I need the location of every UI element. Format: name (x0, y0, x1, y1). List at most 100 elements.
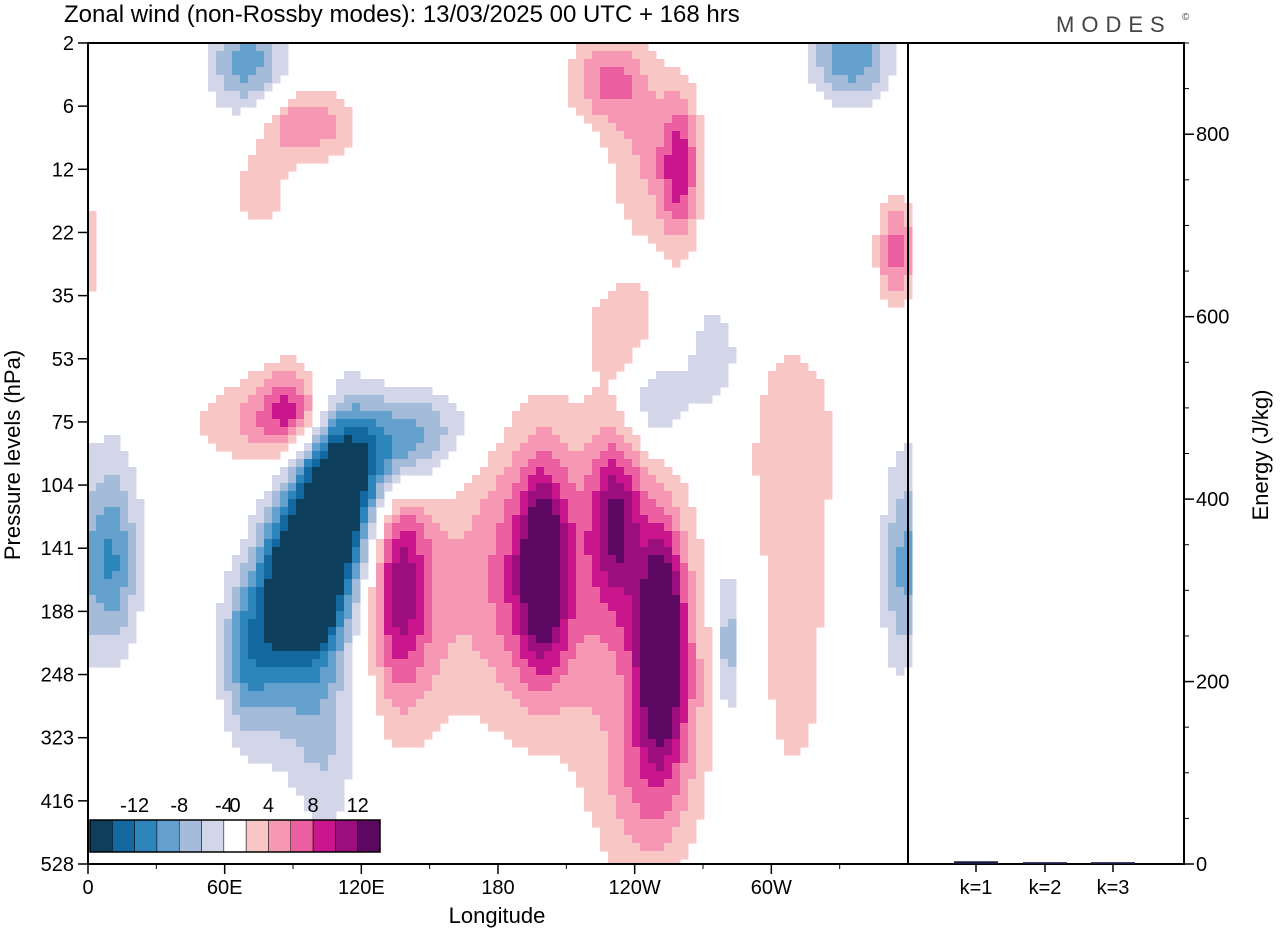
heatmap-cell (504, 595, 513, 604)
heatmap-cell (296, 131, 305, 140)
heatmap-cell (280, 603, 289, 612)
heatmap-cell (640, 755, 649, 764)
heatmap-cell (608, 307, 617, 316)
heatmap-cell (296, 747, 305, 756)
heatmap-cell (800, 483, 809, 492)
heatmap-cell (264, 683, 273, 692)
heatmap-cell (480, 611, 489, 620)
heatmap-cell (688, 219, 697, 228)
heatmap-cell (784, 635, 793, 644)
x-tick-label: 180 (481, 877, 514, 899)
heatmap-cell (280, 115, 289, 124)
heatmap-cell (272, 755, 281, 764)
heatmap-cell (248, 627, 257, 636)
heatmap-cell (608, 483, 617, 492)
heatmap-cell (240, 179, 249, 188)
heatmap-cell (536, 491, 545, 500)
heatmap-cell (552, 515, 561, 524)
heatmap-cell (280, 59, 289, 68)
heatmap-cell (424, 691, 433, 700)
heatmap-cell (248, 523, 257, 532)
heatmap-cell (800, 715, 809, 724)
heatmap-cell (624, 139, 633, 148)
heatmap-cell (632, 835, 641, 844)
heatmap-cell (688, 179, 697, 188)
heatmap-cell (608, 787, 617, 796)
heatmap-cell (296, 539, 305, 548)
heatmap-cell (608, 411, 617, 420)
heatmap-cell (664, 187, 673, 196)
heatmap-cell (704, 331, 713, 340)
heatmap-cell (512, 491, 521, 500)
heatmap-cell (288, 99, 297, 108)
heatmap-cell (528, 659, 537, 668)
heatmap-cell (600, 387, 609, 396)
heatmap-cell (808, 595, 817, 604)
heatmap-cell (224, 67, 233, 76)
heatmap-cell (880, 291, 889, 300)
heatmap-cell (800, 555, 809, 564)
heatmap-cell (304, 739, 313, 748)
heatmap-cell (624, 723, 633, 732)
heatmap-cell (528, 587, 537, 596)
heatmap-cell (312, 531, 321, 540)
heatmap-cell (272, 699, 281, 708)
heatmap-cell (600, 667, 609, 676)
heatmap-cell (576, 579, 585, 588)
heatmap-cell (784, 739, 793, 748)
heatmap-cell (272, 203, 281, 212)
heatmap-cell (672, 507, 681, 516)
heatmap-cell (408, 587, 417, 596)
heatmap-cell (336, 611, 345, 620)
heatmap-cell (360, 515, 369, 524)
heatmap-cell (352, 491, 361, 500)
heatmap-cell (664, 603, 673, 612)
heatmap-cell (616, 363, 625, 372)
heatmap-cell (336, 659, 345, 668)
heatmap-cell (704, 339, 713, 348)
heatmap-cell (272, 763, 281, 772)
heatmap-cell (504, 483, 513, 492)
heatmap-cell (616, 459, 625, 468)
heatmap-cell (608, 499, 617, 508)
heatmap-cell (808, 507, 817, 516)
heatmap-cell (336, 379, 345, 388)
heatmap-cell (120, 483, 129, 492)
heatmap-cell (816, 435, 825, 444)
heatmap-cell (552, 411, 561, 420)
heatmap-cell (816, 43, 825, 52)
heatmap-cell (336, 579, 345, 588)
heatmap-cell (104, 531, 113, 540)
heatmap-cell (896, 651, 905, 660)
heatmap-cell (792, 707, 801, 716)
heatmap-cell (288, 499, 297, 508)
heatmap-cell (816, 499, 825, 508)
heatmap-cell (768, 531, 777, 540)
heatmap-cell (568, 411, 577, 420)
heatmap-cell (592, 531, 601, 540)
heatmap-cell (328, 619, 337, 628)
heatmap-cell (640, 131, 649, 140)
heatmap-cell (808, 627, 817, 636)
heatmap-cell (680, 515, 689, 524)
heatmap-cell (568, 763, 577, 772)
heatmap-cell (232, 427, 241, 436)
heatmap-cell (624, 163, 633, 172)
heatmap-cell (480, 627, 489, 636)
heatmap-cell (888, 251, 897, 260)
heatmap-cell (648, 579, 657, 588)
heatmap-cell (568, 443, 577, 452)
heatmap-cell (224, 707, 233, 716)
heatmap-cell (616, 451, 625, 460)
heatmap-cell (336, 595, 345, 604)
heatmap-cell (672, 219, 681, 228)
heatmap-cell (456, 699, 465, 708)
heatmap-cell (400, 651, 409, 660)
heatmap-cell (552, 675, 561, 684)
heatmap-cell (656, 803, 665, 812)
heatmap-cell (584, 779, 593, 788)
heatmap-cell (272, 483, 281, 492)
heatmap-cell (368, 475, 377, 484)
heatmap-cell (392, 387, 401, 396)
heatmap-cell (720, 659, 729, 668)
